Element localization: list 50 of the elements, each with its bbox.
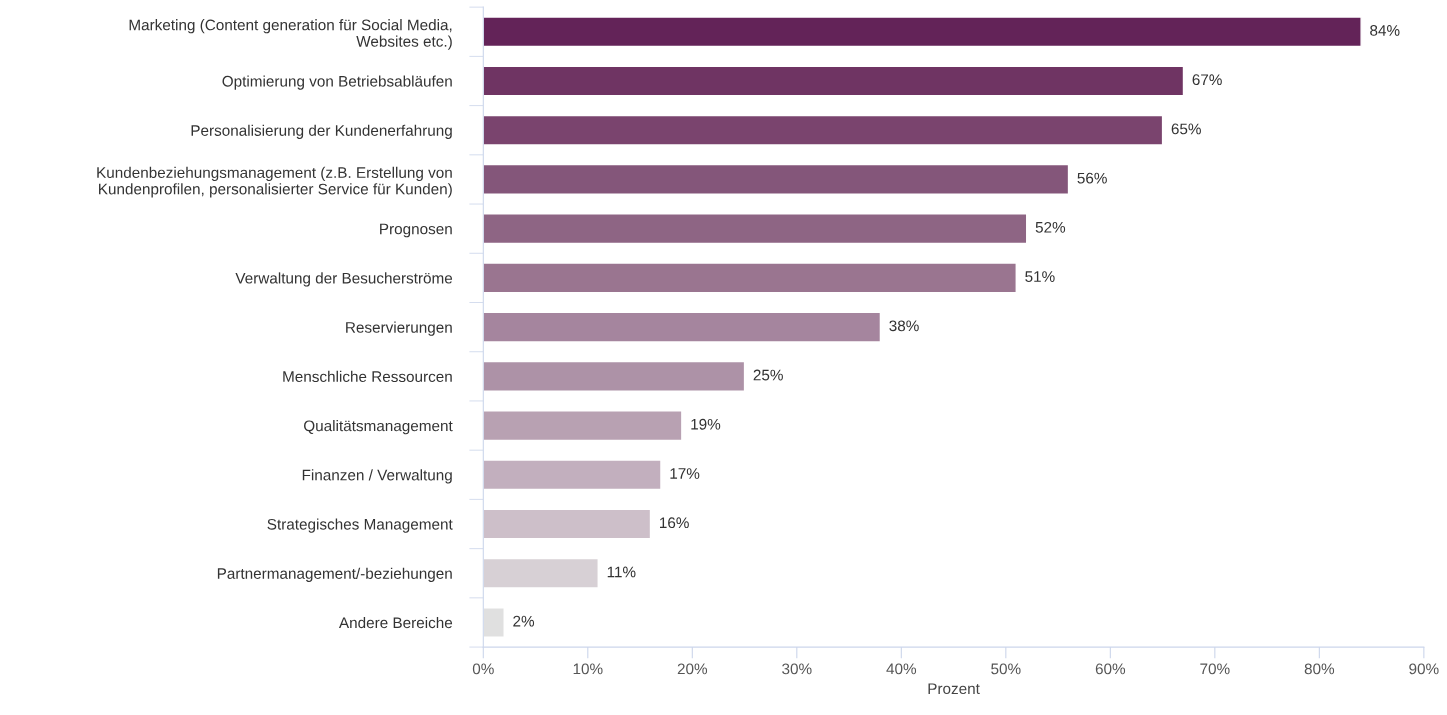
x-tick-label: 0% xyxy=(472,663,494,675)
bar xyxy=(483,557,599,589)
x-tick-label: 70% xyxy=(1200,663,1230,675)
data-label: 52% xyxy=(1035,221,1066,233)
x-tick-label: 20% xyxy=(677,663,708,675)
bar xyxy=(483,360,746,392)
bar xyxy=(483,410,683,442)
x-tick-label: 90% xyxy=(1409,663,1439,675)
y-tick-label: Qualitätsmanagement xyxy=(304,420,453,435)
y-tick-label: Prognosen xyxy=(380,223,452,238)
y-tick-label: Menschliche Ressourcen xyxy=(283,370,452,383)
data-label: 65% xyxy=(1171,123,1201,135)
y-tick-label: Verwaltung der Besucherströme xyxy=(235,272,453,287)
bar xyxy=(483,311,882,343)
bar xyxy=(483,16,1362,48)
bar xyxy=(483,508,652,540)
y-tick-label: Optimierung von Betriebsabläufen xyxy=(222,75,452,90)
y-tick-label: Marketing (Content generation für Social Media, Websites etc.) xyxy=(129,19,452,50)
y-tick-label: Partnermanagement/-beziehungen xyxy=(217,567,452,582)
x-tick-label: 40% xyxy=(886,663,917,675)
x-tick-label: 50% xyxy=(991,663,1021,675)
y-tick-label: Finanzen / Verwaltung xyxy=(302,469,452,484)
bar xyxy=(483,65,1185,97)
bar xyxy=(483,262,1017,294)
data-label: 67% xyxy=(1192,74,1222,86)
data-label: 19% xyxy=(691,418,721,430)
y-tick-label: Kundenbeziehungsmanagement (z.B. Erstellung von Kundenprofilen, personalisierter Service für Kunden) xyxy=(97,166,452,198)
data-label: 2% xyxy=(513,615,535,627)
data-label: 56% xyxy=(1077,172,1107,184)
x-tick-label: 60% xyxy=(1095,663,1126,675)
y-tick-label: Strategisches Management xyxy=(267,518,453,533)
data-label: 11% xyxy=(607,566,636,578)
data-label: 84% xyxy=(1370,25,1400,36)
bar xyxy=(483,459,662,491)
data-label: 25% xyxy=(753,369,783,381)
bar xyxy=(483,163,1070,195)
y-tick-label: Reservierungen xyxy=(346,321,452,336)
y-tick-label: Andere Bereiche xyxy=(338,616,453,629)
x-tick-label: 80% xyxy=(1304,663,1335,675)
y-tick-label: Personalisierung der Kundenerfahrung xyxy=(191,124,452,139)
data-label: 38% xyxy=(889,320,919,332)
data-label: 51% xyxy=(1025,271,1055,282)
bar xyxy=(483,114,1164,146)
bar xyxy=(483,213,1028,245)
x-axis-title: Prozent xyxy=(928,683,980,695)
x-tick-label: 30% xyxy=(782,663,812,675)
bar xyxy=(483,607,505,638)
x-tick-label: 10% xyxy=(573,663,603,675)
data-label: 16% xyxy=(660,517,689,529)
data-label: 17% xyxy=(670,468,700,479)
